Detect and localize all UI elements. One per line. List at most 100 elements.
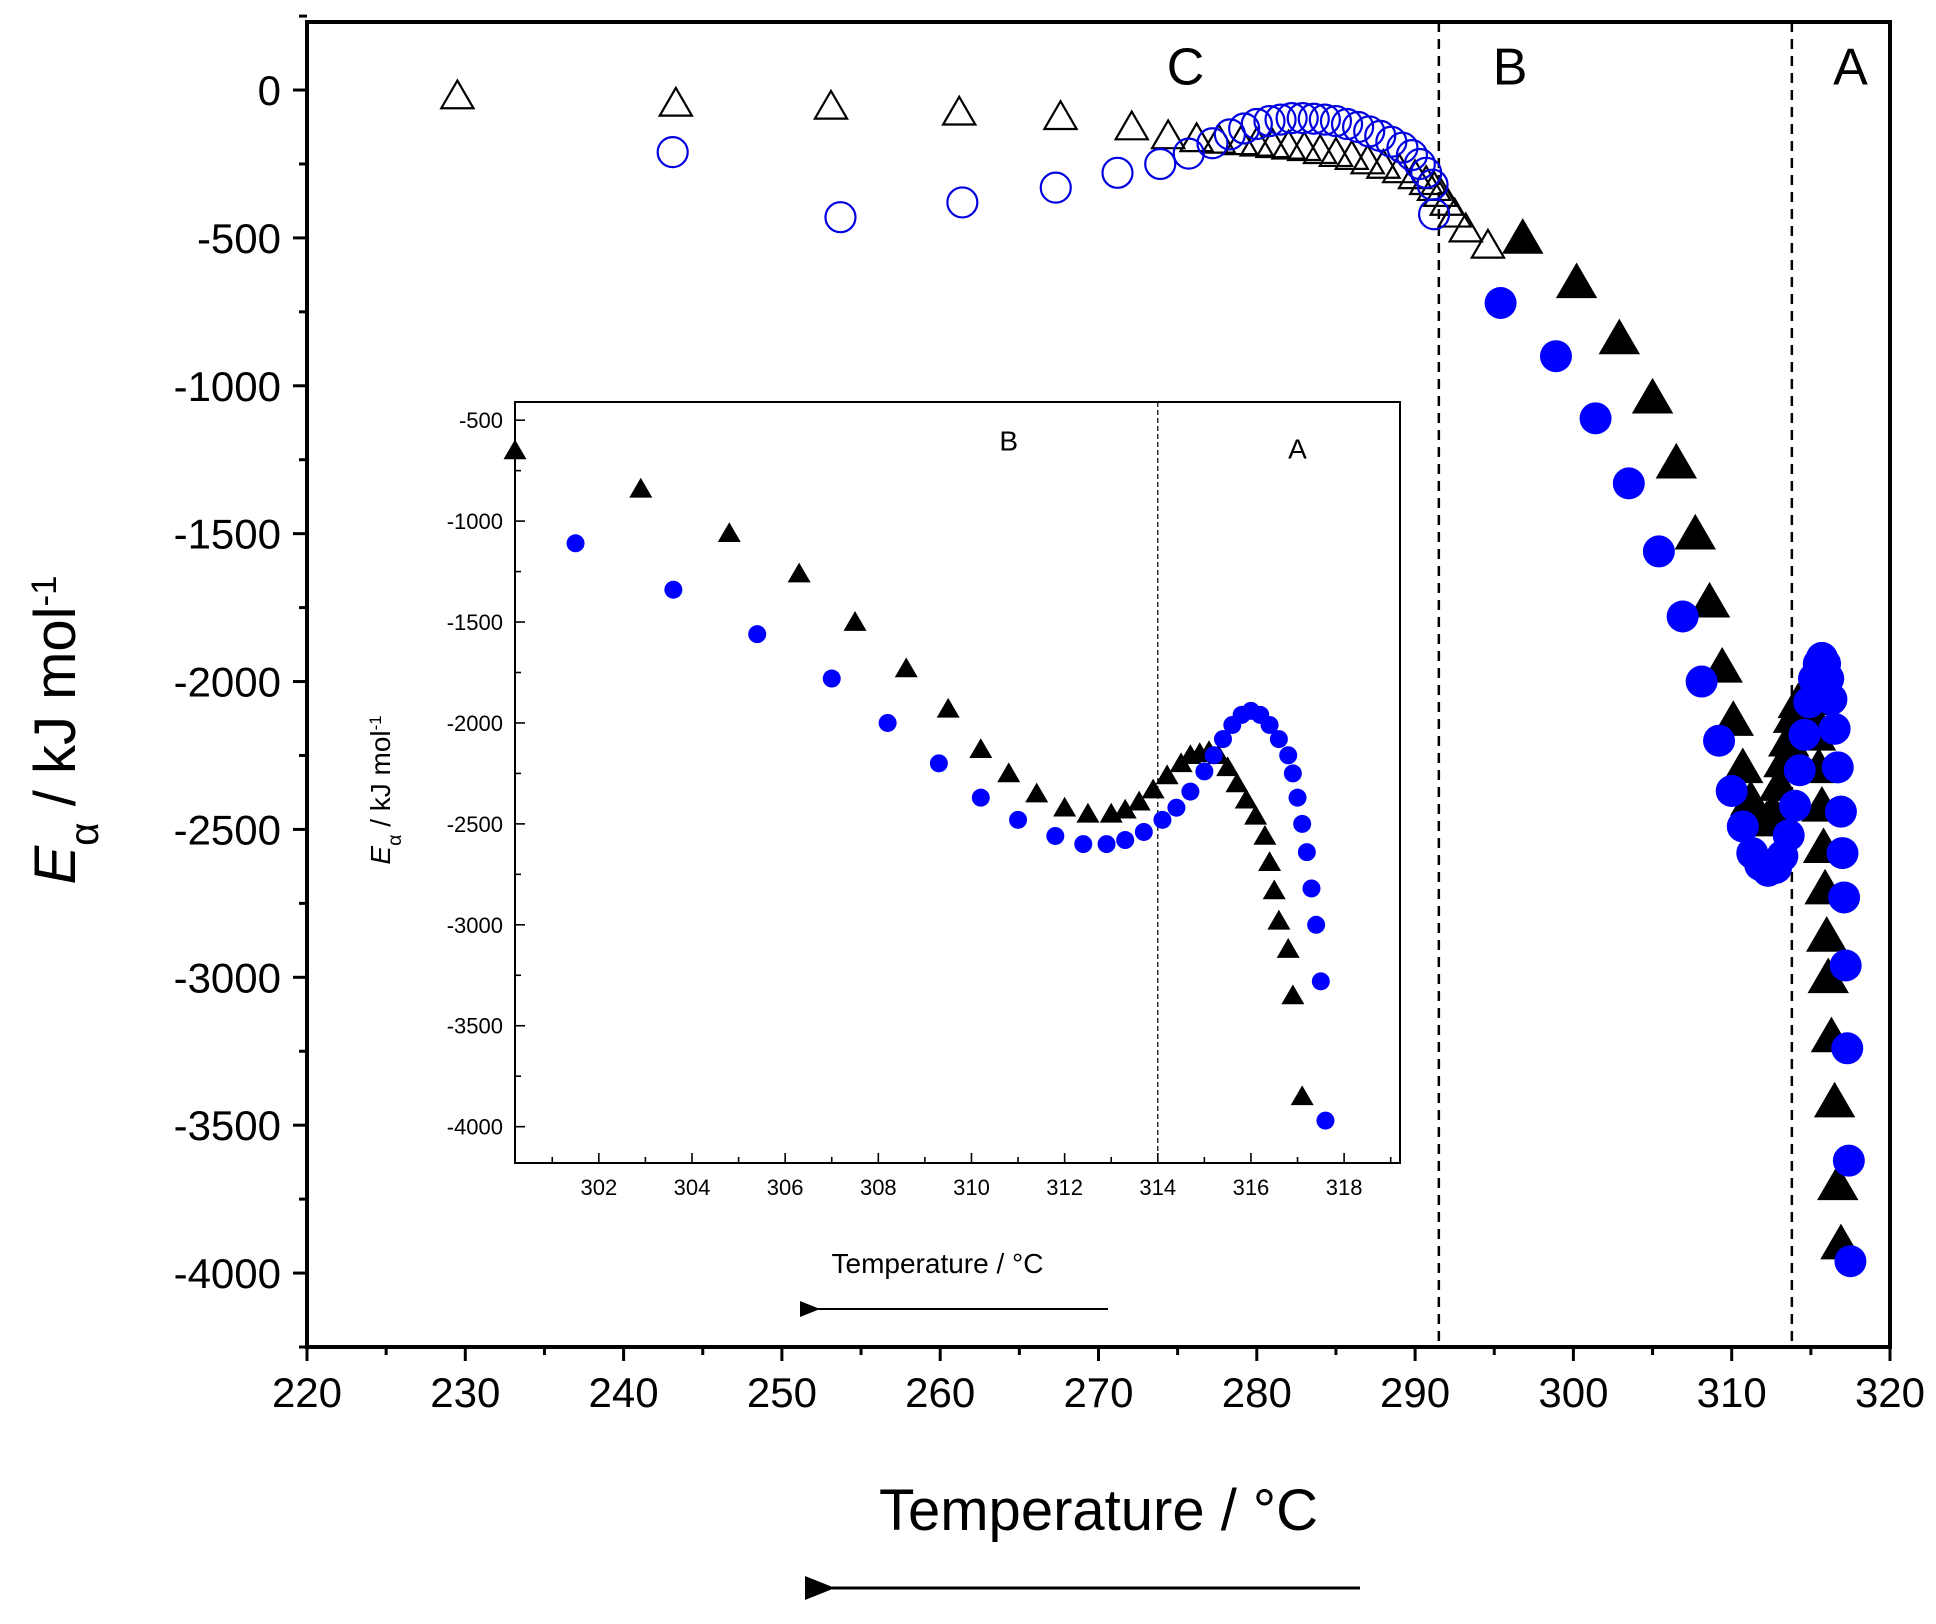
main-data-point [1253, 104, 1286, 138]
main-data-point [1297, 102, 1330, 135]
inset-data-point [1283, 764, 1302, 783]
main-data-point [1302, 133, 1339, 165]
inset-data-point [1076, 802, 1100, 823]
inset-data-point [1311, 972, 1330, 991]
main-data-point [1818, 712, 1851, 745]
inset-y-tick-label: -2000 [447, 711, 503, 736]
inset-data-point [566, 534, 585, 553]
main-data-point [1788, 718, 1821, 751]
inset-y-tick-label: -3000 [447, 913, 503, 938]
main-y-tick-label: -1500 [174, 511, 281, 558]
main-x-tick-label: 320 [1855, 1369, 1925, 1416]
main-data-point [1349, 143, 1386, 175]
inset-data-point [878, 713, 897, 732]
inset-x-tick-label: 308 [860, 1175, 897, 1200]
main-data-point [1655, 442, 1697, 479]
inset-data-point [748, 625, 767, 644]
main-x-tick-label: 280 [1222, 1369, 1292, 1416]
inset-data-point [1153, 810, 1172, 829]
inset-data-point [971, 788, 990, 807]
main-data-point [1172, 137, 1205, 170]
inset-data-point [894, 657, 918, 678]
main-data-point [1807, 957, 1849, 994]
inset-data-point [1267, 909, 1291, 930]
main-data-point [1826, 837, 1859, 870]
inset-data-point [1204, 746, 1223, 765]
main-data-point [1333, 138, 1370, 170]
main-y-tick-label: -500 [197, 215, 281, 262]
inset-y-axis-title: Eα / kJ mol-1 [365, 715, 406, 864]
main-data-point [1286, 102, 1319, 135]
inset-region-label: A [1288, 433, 1307, 464]
main-data-point [1502, 218, 1544, 254]
inset-data-point [629, 477, 653, 498]
main-data-point [1240, 107, 1273, 141]
inset-data-point [997, 762, 1021, 783]
main-x-tick-label: 250 [747, 1369, 817, 1416]
inset-data-point [1253, 824, 1277, 845]
main-x-axis-title: Temperature / °C [879, 1478, 1318, 1543]
main-region-label: A [1833, 38, 1868, 96]
inset-x-tick-label: 310 [953, 1175, 990, 1200]
main-data-point [1286, 130, 1323, 162]
main-data-point [657, 85, 694, 117]
inset-data-point [1214, 730, 1232, 749]
main-data-point [1726, 810, 1759, 843]
main-region-label: C [1167, 38, 1205, 96]
main-data-point [1834, 1245, 1867, 1278]
main-data-point [1196, 127, 1229, 160]
inset-data-point [1269, 730, 1288, 749]
main-data-point [1805, 916, 1848, 952]
inset-data-point [1009, 810, 1028, 829]
main-y-tick-label: -3500 [174, 1102, 281, 1149]
inset-y-tick-label: -1500 [447, 610, 503, 635]
main-x-tick-label: 230 [430, 1369, 500, 1416]
main-x-tick-label: 240 [589, 1369, 659, 1416]
main-data-point [1813, 1081, 1856, 1118]
inset-y-tick-label: -3500 [447, 1014, 503, 1039]
inset-x-tick-label: 306 [767, 1175, 804, 1200]
main-data-point [1598, 318, 1641, 355]
main-data-point [1772, 819, 1805, 852]
inset-data-point [1155, 764, 1179, 785]
main-data-point [1436, 196, 1473, 228]
inset-data-point [1225, 772, 1249, 793]
main-data-point [941, 94, 978, 126]
inset-data-point [1293, 814, 1312, 833]
main-data-point [1779, 789, 1812, 822]
inset-data-point [1141, 778, 1165, 799]
main-data-point [1539, 340, 1572, 373]
main-data-point [1831, 1032, 1864, 1065]
inset-data-point [787, 562, 811, 583]
main-data-point [1319, 104, 1353, 138]
main-data-point [1642, 535, 1675, 568]
inset-x-tick-label: 314 [1139, 1175, 1176, 1200]
main-x-tick-label: 310 [1697, 1369, 1767, 1416]
inset-data-point [1113, 798, 1137, 819]
main-data-point [1579, 402, 1612, 435]
inset-data-point [1307, 915, 1326, 934]
main-data-point [1715, 774, 1748, 807]
main-data-point [1832, 1144, 1865, 1177]
inset-region-label: B [999, 425, 1018, 456]
main-data-point [1722, 747, 1764, 784]
main-data-point [1612, 467, 1645, 500]
main-data-point [656, 136, 689, 169]
inset-y-tick-label: -2500 [447, 812, 503, 837]
main-data-point [1042, 99, 1079, 131]
inset-data-point [843, 611, 867, 631]
main-y-axis-title: Eα / kJ mol-1 [23, 575, 107, 884]
inset-data-point [1167, 798, 1186, 817]
main-data-point [1365, 147, 1402, 179]
main-region-label: B [1493, 38, 1528, 96]
main-data-point [1403, 147, 1436, 181]
main-x-tick-label: 300 [1538, 1369, 1608, 1416]
main-data-point [1150, 118, 1187, 150]
inset-data-point [1281, 984, 1305, 1005]
main-data-point [1264, 103, 1297, 136]
main-data-point [1275, 102, 1308, 135]
main-plot: 220 230 240 250 260 270 280 290 300 310 320 0 -500 -1… [23, 14, 1925, 1543]
inset-data-point [1127, 790, 1151, 811]
main-x-tick-label: 260 [905, 1369, 975, 1416]
